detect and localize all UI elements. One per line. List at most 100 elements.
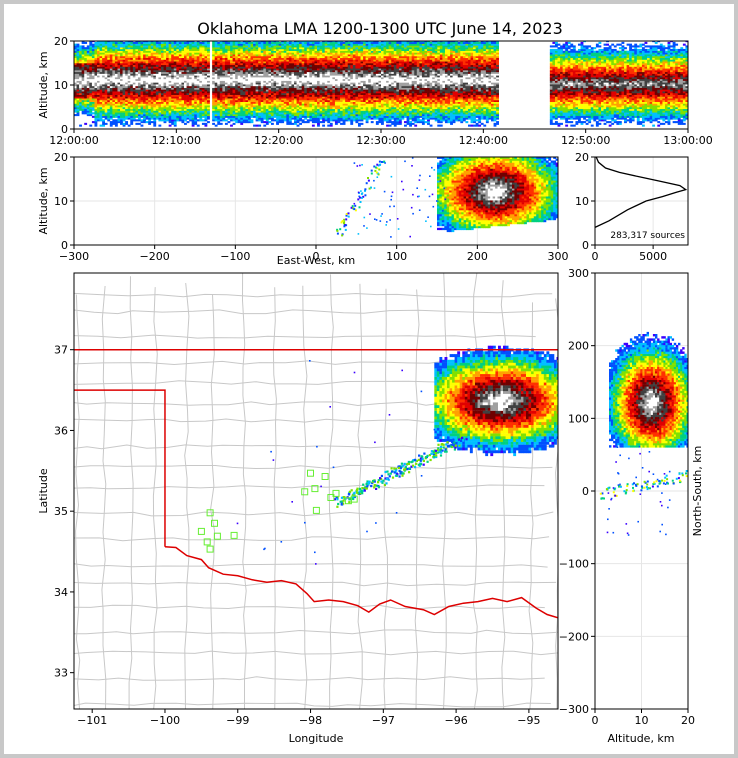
time-altitude-cell — [140, 59, 144, 62]
time-altitude-cell — [219, 115, 223, 118]
time-altitude-cell — [114, 105, 118, 108]
time-altitude-cell — [122, 91, 126, 94]
time-altitude-cell — [76, 45, 80, 48]
time-altitude-cell — [178, 50, 182, 53]
time-altitude-cell — [155, 52, 159, 55]
time-altitude-cell — [350, 82, 354, 85]
time-altitude-cell — [176, 99, 180, 103]
time-altitude-cell — [232, 71, 236, 74]
time-altitude-cell — [178, 82, 182, 85]
time-altitude-cell — [114, 85, 118, 88]
time-altitude-cell — [99, 77, 103, 80]
time-altitude-cell — [168, 54, 172, 57]
time-altitude-cell — [306, 105, 310, 108]
time-altitude-cell — [294, 75, 297, 78]
time-altitude-cell — [204, 54, 208, 57]
time-altitude-cell — [230, 57, 233, 60]
time-altitude-cell — [91, 105, 95, 108]
time-altitude-cell — [347, 107, 351, 110]
time-altitude-cell — [189, 94, 192, 97]
time-altitude-cell — [286, 92, 290, 95]
time-altitude-cell — [117, 64, 121, 67]
time-altitude-cell — [178, 99, 182, 103]
time-altitude-cell — [112, 107, 116, 110]
time-altitude-cell — [114, 48, 118, 51]
time-altitude-cell — [117, 55, 121, 59]
time-altitude-cell — [306, 41, 310, 43]
time-altitude-cell — [265, 96, 269, 99]
time-altitude-cell — [120, 85, 123, 88]
time-altitude-cell — [278, 50, 282, 53]
time-altitude-cell — [235, 110, 239, 113]
time-altitude-cell — [150, 80, 154, 83]
time-altitude-cell — [104, 92, 108, 95]
time-altitude-cell — [132, 78, 136, 81]
time-altitude-cell — [102, 112, 105, 115]
time-altitude-cell — [132, 70, 136, 73]
time-altitude-cell — [204, 41, 208, 43]
time-altitude-cell — [258, 64, 262, 67]
time-altitude-cell — [153, 112, 157, 115]
time-altitude-cell — [150, 57, 154, 60]
time-altitude-cell — [294, 73, 297, 76]
time-altitude-cell — [314, 101, 318, 104]
time-altitude-cell — [217, 101, 221, 104]
time-altitude-cell — [324, 55, 328, 59]
time-altitude-cell — [145, 41, 149, 44]
time-altitude-cell — [84, 84, 88, 87]
time-altitude-cell — [176, 66, 180, 69]
time-altitude-cell — [135, 85, 139, 88]
time-altitude-cell — [214, 84, 218, 87]
time-altitude-cell — [114, 73, 118, 76]
time-altitude-cell — [201, 63, 205, 66]
time-altitude-cell — [168, 99, 172, 103]
time-altitude-cell — [201, 50, 205, 53]
time-altitude-cell — [132, 63, 136, 66]
time-altitude-cell — [217, 64, 221, 67]
time-altitude-cell — [89, 55, 93, 59]
time-altitude-cell — [114, 101, 118, 104]
time-altitude-cell — [199, 89, 203, 92]
time-altitude-cell — [232, 115, 236, 118]
time-altitude-cell — [250, 115, 254, 118]
time-altitude-cell — [145, 48, 149, 51]
time-altitude-cell — [232, 107, 236, 110]
time-altitude-cell — [114, 70, 118, 73]
time-altitude-cell — [168, 50, 172, 53]
time-altitude-cell — [306, 107, 310, 110]
time-altitude-cell — [299, 45, 302, 48]
time-altitude-cell — [125, 82, 129, 85]
time-altitude-cell — [281, 52, 285, 55]
time-altitude-cell — [84, 99, 88, 103]
time-altitude-cell — [253, 84, 256, 87]
time-altitude-cell — [304, 115, 308, 118]
time-altitude-cell — [347, 103, 351, 106]
time-altitude-cell — [322, 63, 326, 66]
time-altitude-cell — [155, 41, 159, 43]
time-altitude-cell — [306, 78, 310, 81]
time-altitude-cell — [99, 107, 103, 110]
time-altitude-cell — [176, 92, 180, 95]
time-altitude-cell — [304, 114, 308, 117]
time-altitude-cell — [283, 87, 287, 90]
time-altitude-cell — [163, 91, 167, 94]
time-altitude-cell — [311, 110, 315, 113]
time-altitude-cell — [81, 48, 85, 51]
time-altitude-cell — [273, 45, 277, 48]
time-altitude-cell — [148, 50, 152, 53]
time-altitude-cell — [240, 77, 244, 80]
time-altitude-cell — [184, 75, 187, 78]
time-altitude-cell — [140, 52, 144, 55]
time-altitude-cell — [276, 92, 279, 95]
time-altitude-cell — [217, 99, 221, 103]
time-altitude-cell — [173, 108, 177, 111]
time-altitude-cell — [114, 64, 118, 67]
time-altitude-cell — [176, 117, 180, 120]
time-altitude-cell — [281, 48, 285, 51]
time-altitude-cell — [120, 50, 123, 53]
time-altitude-cell — [301, 91, 305, 94]
time-altitude-cell — [117, 50, 121, 53]
time-altitude-cell — [286, 96, 290, 99]
time-altitude-cell — [219, 50, 223, 53]
time-altitude-cell — [163, 45, 167, 48]
